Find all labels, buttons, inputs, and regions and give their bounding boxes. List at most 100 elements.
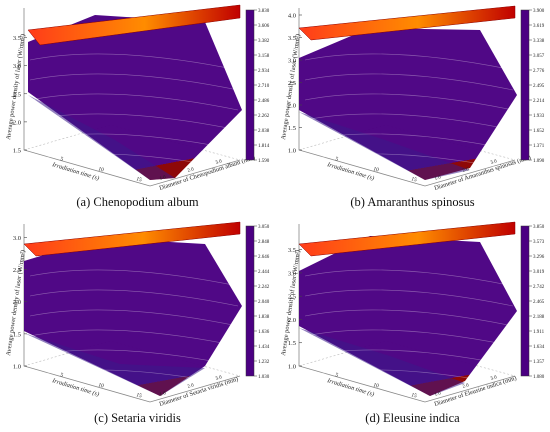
z-tick-label: 3.0: [13, 63, 21, 70]
z-tick-label: 3.5: [13, 35, 21, 42]
contour-line: [304, 113, 514, 131]
panel-c: 1.0 1.5 2.0 2.5 3.0 Average power density of …: [0, 216, 275, 432]
z-tick-label: 3.5: [288, 35, 296, 42]
contour-line: [29, 73, 239, 91]
contour-line: [29, 53, 239, 71]
contour-line: [304, 369, 514, 387]
colorbar: [245, 225, 255, 377]
colorbar-label: 1.371: [533, 144, 545, 149]
colorbar-label: 1.933: [533, 114, 545, 119]
colorbar-label: 3.900: [533, 9, 545, 14]
surface-body: [299, 28, 517, 180]
surface-low-region: [299, 112, 470, 180]
colorbar-label: 1.634: [533, 345, 545, 350]
colorbar-label: 1.357: [533, 360, 545, 365]
colorbar-label: 3.573: [533, 240, 545, 245]
z-tick-label: 2.0: [13, 299, 21, 306]
z-tick-label: 3.0: [13, 235, 21, 242]
colorbar-label: 2.040: [258, 300, 270, 305]
z-tick-label: 2.0: [13, 119, 21, 126]
contour-line: [29, 349, 239, 367]
x-tick-label: 15: [410, 392, 417, 399]
colorbar-label: 2.742: [533, 285, 545, 290]
colorbar-label: 1.590: [258, 159, 270, 164]
y-tick-label: 2.0: [462, 167, 470, 174]
y-tick-label: 1.0: [434, 391, 442, 398]
colorbar-label: 2.242: [258, 285, 270, 290]
colorbar-label: 3.050: [258, 225, 270, 230]
z-tick-label: 1.5: [288, 340, 296, 347]
colorbar-label: 1.636: [258, 330, 270, 335]
colorbar-label: 2.776: [533, 69, 545, 74]
colorbar: [245, 9, 255, 161]
colorbar-label: 1.814: [258, 144, 270, 149]
contour-line: [304, 93, 514, 111]
y-tick-label: 3.0: [490, 375, 498, 382]
z-tick-label: 2.0: [288, 317, 296, 324]
z-tick-label: 3.5: [288, 247, 296, 254]
x-tick-label: 5: [59, 372, 64, 379]
colorbar-label: 3.296: [533, 255, 545, 260]
x-tick-label: 5: [59, 156, 64, 163]
y-tick-label: 2.0: [462, 383, 470, 390]
colorbar-label: 1.080: [533, 375, 545, 380]
colorbar-label: 3.019: [533, 270, 545, 275]
colorbar-label: 3.619: [533, 24, 545, 29]
panel-d: 1.0 1.5 2.0 2.5 3.0 3.5 Average power density …: [275, 216, 550, 432]
contour-line: [304, 349, 514, 367]
caption-b: (b) Amaranthus spinosus: [350, 195, 475, 209]
colorbar-label: 2.444: [258, 270, 270, 275]
x-tick-label: 15: [410, 176, 417, 183]
y-tick-label: 3.0: [215, 159, 223, 166]
axis-frame: [23, 8, 241, 187]
surface-body: [299, 236, 517, 396]
colorbar: [520, 225, 530, 377]
contour-line: [304, 53, 514, 71]
colorbar-label: 2.646: [258, 255, 270, 260]
z-tick-label: 2.5: [288, 80, 296, 87]
surface-top-plane: [23, 221, 241, 257]
colorbar-label: 2.495: [533, 84, 545, 89]
surface-top-plane: [298, 5, 516, 41]
contour-line: [29, 309, 239, 327]
colorbar-label: 1.652: [533, 129, 545, 134]
contour-line: [304, 269, 514, 287]
z-tick-label: 2.0: [288, 103, 296, 110]
colorbar-label: 3.382: [258, 39, 270, 44]
y-tick-label: 1.0: [159, 175, 167, 182]
contour-line: [304, 73, 514, 91]
y-tick-label: 3.0: [490, 159, 498, 166]
colorbar-label: 3.338: [533, 39, 545, 44]
z-axis-label: Average power density of laser (W/mm²): [5, 250, 27, 357]
z-tick-label: 3.0: [288, 58, 296, 65]
x-axis-label: Irradiation time (s): [50, 161, 100, 182]
contour-line: [304, 309, 514, 327]
colorbar-label: 3.606: [258, 24, 270, 29]
x-tick-label: 5: [334, 156, 339, 163]
x-tick-label: 10: [97, 166, 104, 173]
panel-a: 1.5 2.0 2.5 3.0 3.5 Average power density of …: [0, 0, 275, 216]
surface-low-region: [24, 333, 205, 396]
contour-line: [304, 133, 514, 151]
surface-low-region: [299, 328, 465, 396]
z-tick-label: 4.0: [288, 13, 296, 20]
z-tick-label: 1.5: [13, 331, 21, 338]
z-tick-label: 1.5: [288, 125, 296, 132]
colorbar-label: 2.710: [258, 84, 270, 89]
colorbar-label: 1.434: [258, 345, 270, 350]
caption-d: (d) Eleusine indica: [365, 411, 460, 425]
surface-top-plane: [27, 4, 241, 46]
z-tick-label: 1.0: [288, 364, 296, 371]
x-tick-label: 10: [372, 166, 379, 173]
contour-line: [29, 133, 239, 151]
x-tick-label: 10: [372, 382, 379, 389]
contour-line: [304, 329, 514, 347]
contour-line: [29, 113, 239, 131]
surface-top-plane: [298, 221, 516, 257]
colorbar-label: 2.262: [258, 114, 270, 119]
y-tick-label: 2.0: [187, 383, 195, 390]
y-tick-label: 1.0: [434, 175, 442, 182]
